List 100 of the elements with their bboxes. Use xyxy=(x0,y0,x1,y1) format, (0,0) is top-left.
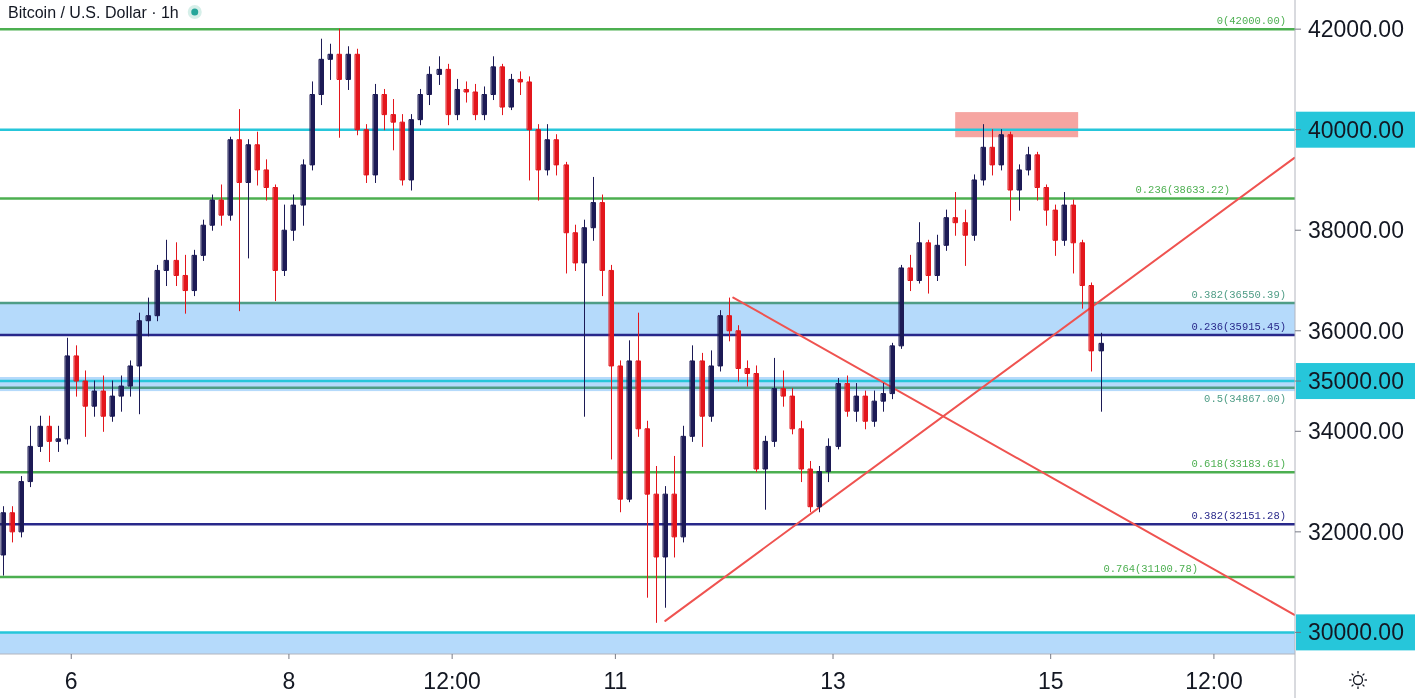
candlestick xyxy=(545,124,550,176)
candlestick xyxy=(772,357,777,447)
y-tick-label: 32000.00 xyxy=(1308,518,1404,545)
candlestick xyxy=(591,176,596,241)
x-tick-label: 13 xyxy=(820,668,846,694)
candlestick xyxy=(600,194,605,297)
candlestick xyxy=(790,388,795,435)
candlestick xyxy=(754,365,759,473)
candlestick xyxy=(219,184,224,226)
candlestick xyxy=(1099,332,1104,412)
candlestick xyxy=(282,204,287,276)
candlestick xyxy=(201,219,206,261)
candlestick xyxy=(564,161,569,274)
candlestick xyxy=(455,78,460,121)
candlestick xyxy=(990,129,995,176)
ref-line-label: 0.236(38633.22) xyxy=(1135,184,1230,197)
candlestick xyxy=(337,28,342,138)
candlestick xyxy=(763,435,768,510)
candlestick xyxy=(464,81,469,103)
x-tick-label: 6 xyxy=(64,668,78,694)
candlestick xyxy=(836,378,841,450)
candlestick xyxy=(890,342,895,400)
candlestick xyxy=(618,360,623,513)
candlestick xyxy=(609,264,614,460)
x-tick-label: 8 xyxy=(282,668,296,694)
candlestick xyxy=(899,264,904,349)
candlestick xyxy=(808,460,813,513)
y-tick-label: 35000.00 xyxy=(1308,368,1404,395)
candlestick xyxy=(817,466,822,513)
candlestick xyxy=(382,88,387,131)
candlestick xyxy=(1080,239,1085,309)
ref-line-label: 0.236(35915.45) xyxy=(1191,321,1286,334)
candlestick xyxy=(700,352,705,447)
x-tick-label: 11 xyxy=(603,668,628,694)
candlestick xyxy=(963,209,968,266)
candlestick xyxy=(264,159,269,201)
candlestick xyxy=(908,254,913,292)
candlestick xyxy=(1,506,6,576)
candlestick xyxy=(409,114,414,191)
candlestick xyxy=(246,139,251,259)
x-tick-label: 12:00 xyxy=(423,668,481,694)
candlestick xyxy=(38,415,43,452)
candlestick xyxy=(310,81,315,171)
candlestick xyxy=(174,242,179,287)
candlestick xyxy=(491,56,496,101)
candlestick xyxy=(1008,131,1013,221)
candlestick xyxy=(554,134,559,176)
ref-line-label: 0(42000.00) xyxy=(1216,15,1286,28)
candlestick xyxy=(237,109,242,312)
candlestick xyxy=(28,425,33,488)
candlestick xyxy=(826,438,831,483)
candlestick xyxy=(164,239,169,287)
candlestick xyxy=(981,124,986,186)
y-tick-label: 30000.00 xyxy=(1308,619,1404,646)
candlestick xyxy=(999,129,1004,171)
candlestick xyxy=(210,194,215,231)
ref-line-label: 0.382(36550.39) xyxy=(1191,289,1286,302)
candlestick xyxy=(183,254,188,314)
candlestick xyxy=(917,222,922,284)
candlestick xyxy=(781,370,786,407)
candlestick xyxy=(92,380,97,417)
candlestick xyxy=(346,46,351,90)
candlestick xyxy=(509,73,514,111)
candlestick xyxy=(328,43,333,80)
candlestick xyxy=(527,76,532,181)
candlestick xyxy=(427,66,432,106)
candlestick xyxy=(10,506,15,543)
candlestick xyxy=(110,380,115,422)
candlestick xyxy=(727,297,732,342)
candlestick xyxy=(101,375,106,432)
candlestick xyxy=(437,56,442,85)
candlestick xyxy=(364,124,369,183)
candlestick xyxy=(518,71,523,96)
candlestick xyxy=(301,159,306,226)
candlestick xyxy=(400,114,405,186)
candlestick xyxy=(482,86,487,121)
candlestick xyxy=(1089,282,1094,372)
candlestick xyxy=(155,264,160,322)
candlestick xyxy=(500,63,505,116)
candlestick xyxy=(446,63,451,126)
candlestick xyxy=(1071,199,1076,274)
candlestick xyxy=(690,345,695,442)
candlestick xyxy=(373,83,378,183)
candlestick xyxy=(709,350,714,422)
candlestick xyxy=(799,420,804,483)
candlestick xyxy=(1035,151,1040,201)
candlestick xyxy=(255,131,260,186)
candlestick xyxy=(65,337,70,445)
candlestick xyxy=(854,383,859,422)
ref-line-label: 0.382(32151.28) xyxy=(1191,510,1286,523)
ref-line-label: 0.618(33183.61) xyxy=(1191,458,1286,471)
candlestick xyxy=(291,194,296,241)
candlestick xyxy=(83,370,88,437)
candlestick xyxy=(926,239,931,294)
y-tick-label: 36000.00 xyxy=(1308,317,1404,344)
candlestick xyxy=(137,312,142,415)
candlestick xyxy=(536,124,541,201)
candlestick xyxy=(355,48,360,136)
candlestick xyxy=(672,455,677,558)
y-tick-label: 34000.00 xyxy=(1308,418,1404,445)
